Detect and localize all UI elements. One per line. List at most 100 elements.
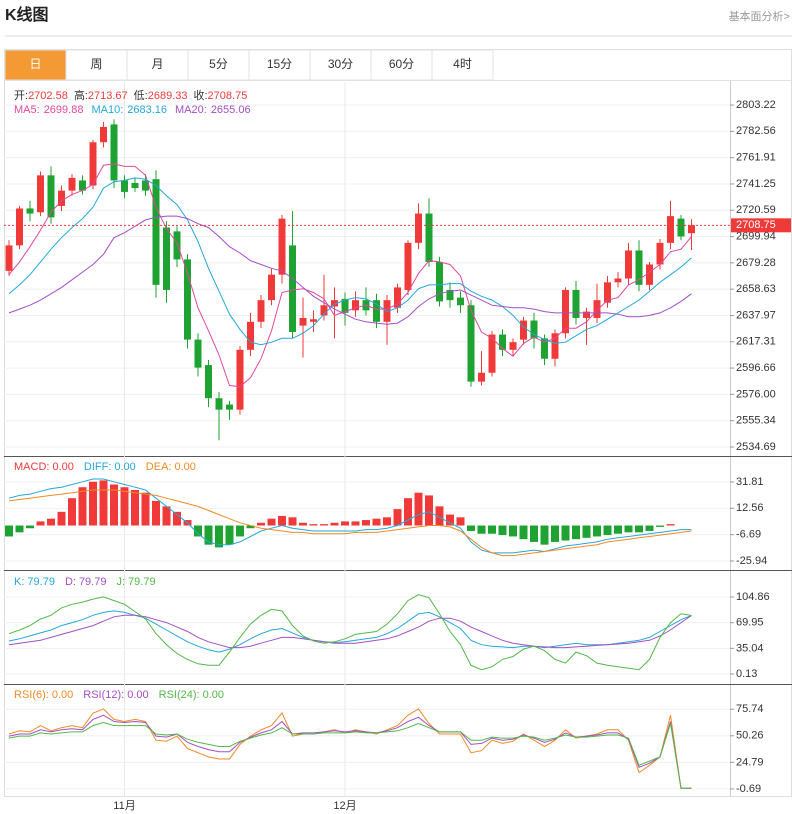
macd-bar [372,518,381,526]
legend-name: DEA: [146,461,172,473]
macd-bar [530,525,538,542]
macd-bar [68,498,76,526]
macd-bar [519,525,528,540]
macd-bar [15,525,24,533]
candle-body [604,282,611,303]
macd-bar [330,522,339,526]
ohlc-value: 2702.58 [28,90,68,102]
macd-bar [414,492,423,526]
macd-bar [26,525,34,529]
candle-body [551,333,559,359]
legend-value: 0.00 [127,689,148,701]
macd-bar [540,525,549,545]
candle-body [614,278,622,283]
y-tick-label: 104.86 [736,591,770,603]
candle-body [656,242,664,265]
macd-bar [278,515,286,526]
macd-bar [225,525,234,545]
tab[interactable] [126,49,189,81]
tab[interactable] [187,49,250,81]
legend-name: MA5: [14,104,40,116]
candle-body [509,342,517,350]
fundamental-link[interactable]: 基本面分析> [729,9,790,23]
tab-label[interactable]: 月 [151,57,163,71]
macd-bar [561,525,570,541]
y-tick-label: 2720.59 [736,204,776,216]
y-tick-label: 2679.28 [736,257,776,269]
legend-name: MACD: [14,461,49,473]
candle-body [121,180,128,192]
macd-bar [551,525,559,542]
y-tick-label: 2617.31 [736,336,776,348]
y-tick-label: 2658.63 [736,283,776,295]
macd-bar [299,522,307,526]
candle-body [226,404,233,410]
ohlc-name: 低: [134,89,148,102]
y-tick-label: -6.69 [736,529,761,541]
macd-bar [246,525,255,529]
candle-body [677,218,685,237]
candle-body [68,177,76,191]
tab[interactable] [309,49,372,81]
tab-label[interactable]: 60分 [389,57,414,71]
x-tick-label: 12月 [333,800,356,812]
indicator-line [8,489,692,557]
candle-body [499,334,506,350]
macd-bar [320,524,328,526]
y-tick-label: 75.74 [736,703,764,715]
macd-bar [351,521,360,526]
tab-label[interactable]: 5分 [209,57,228,71]
macd-bar [341,521,349,526]
y-tick-label: 2741.25 [736,178,776,190]
macd-bar [215,525,223,548]
candle-body [142,180,149,191]
tab-label[interactable]: 日 [29,57,41,71]
y-tick-label: -25.94 [736,555,767,567]
candle-body [100,126,107,143]
macd-bar [593,525,601,537]
macd-bar [309,524,318,526]
macd-bar [57,511,66,526]
indicator-line [8,708,692,789]
tab-label[interactable]: 15分 [267,57,292,71]
macd-bar [666,524,675,526]
candle-body [488,334,496,373]
candle-body [320,305,328,316]
macd-bar [141,492,150,526]
candle-body [583,311,590,318]
macd-bar [572,525,580,540]
candle-body [257,300,265,322]
candle-body [457,297,464,306]
tab-label[interactable]: 周 [90,57,102,71]
candle-body [562,289,569,334]
macd-bar [362,520,370,526]
legend-value: 79.79 [79,576,107,588]
tab-label[interactable]: 4时 [453,57,472,71]
macd-bar [603,525,612,536]
legend-name: DIFF: [84,461,112,473]
candle-body [341,298,349,313]
candle-body [541,338,548,359]
macd-bar [498,525,507,536]
legend-value: 0.00 [52,461,73,473]
macd-bar [614,525,622,534]
candle-body [331,300,338,307]
macd-bar [435,506,444,526]
legend-name: MA10: [91,104,123,116]
tab[interactable] [4,49,67,81]
candle-body [383,300,391,322]
macd-bar [267,518,276,526]
legend-name: RSI(24): [159,689,200,701]
macd-bar [173,511,181,526]
macd-bar [131,489,139,526]
candle-body [205,365,212,399]
candle-body [58,190,65,206]
tab-label[interactable]: 30分 [328,57,353,71]
candle-body [310,319,317,322]
macd-bar [152,500,160,526]
candle-body [278,218,286,275]
legend-value: 2683.16 [127,104,167,116]
candle-body [352,300,359,311]
y-tick-label: 31.81 [736,476,764,488]
x-tick-label: 11月 [113,800,135,812]
